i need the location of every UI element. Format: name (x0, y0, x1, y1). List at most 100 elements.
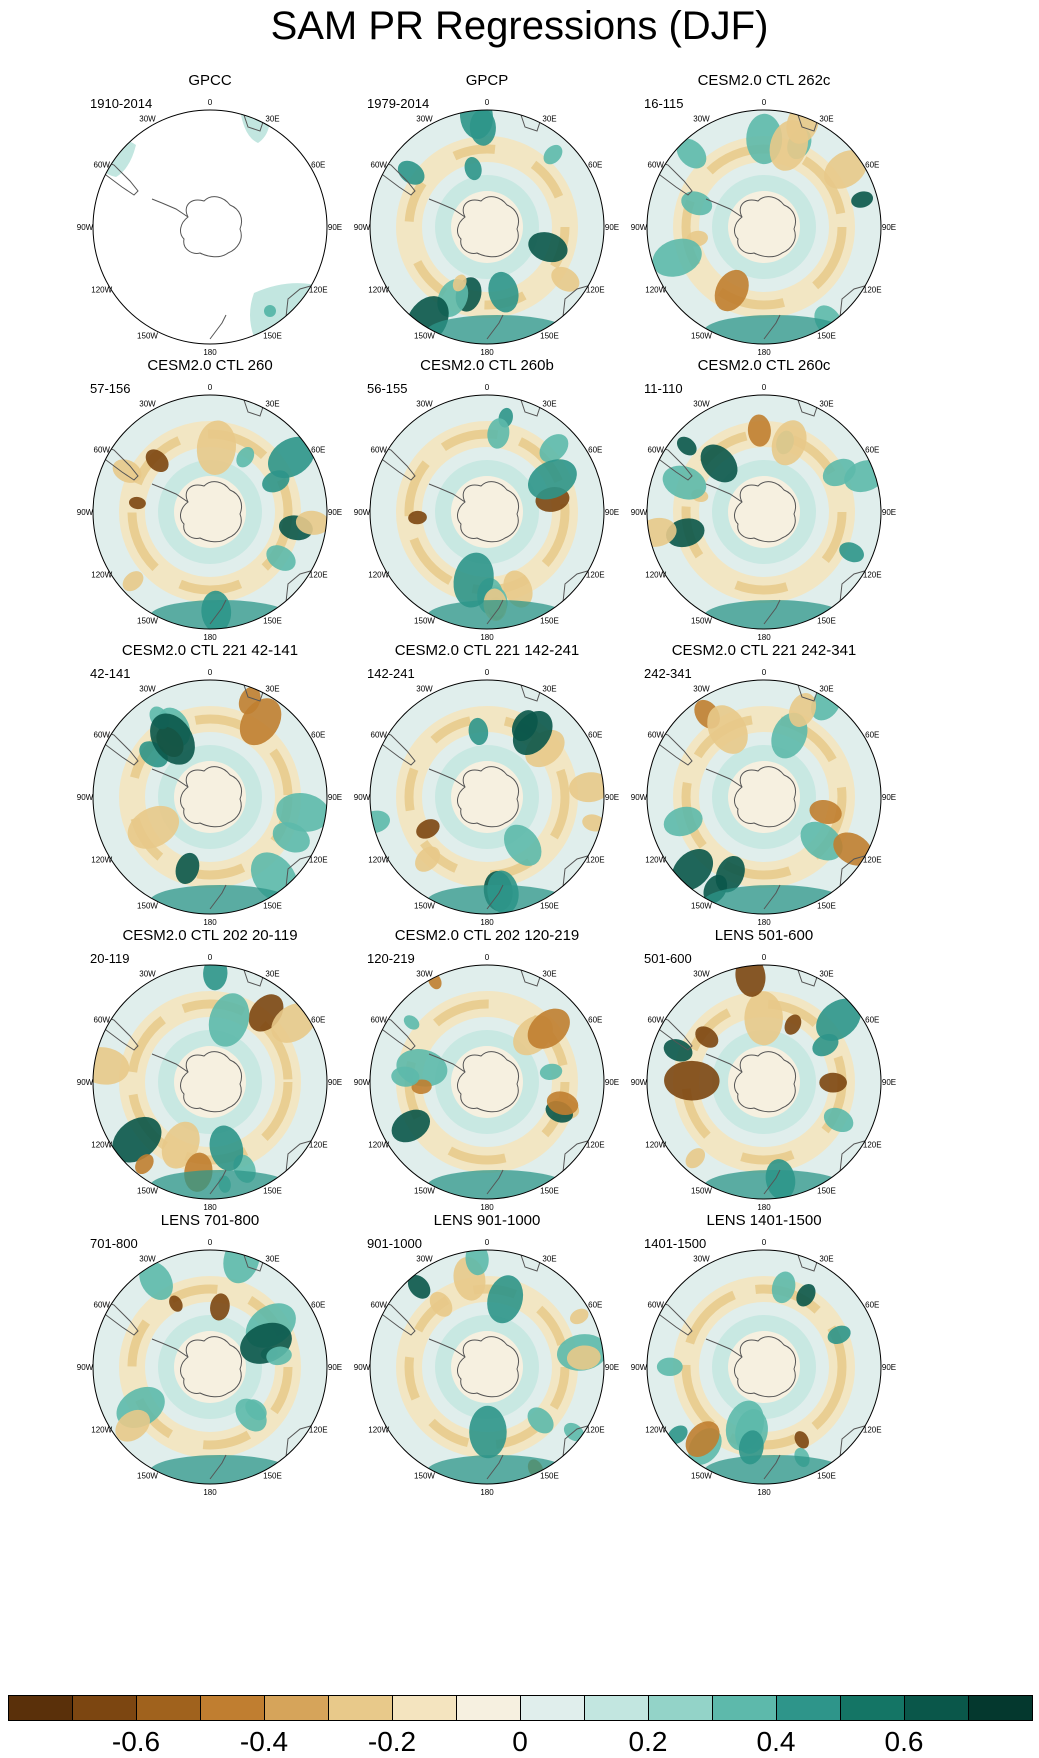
precip-regression-field (647, 1250, 881, 1484)
precip-regression-field (370, 395, 604, 629)
longitude-label: 0 (762, 668, 767, 677)
longitude-label: 150E (540, 616, 559, 625)
longitude-label: 180 (480, 1203, 494, 1212)
longitude-label: 60E (311, 731, 325, 740)
longitude-label: 60W (648, 731, 665, 740)
map-panel: 0 30E 60E 90E 120E 150E 180 150W 120W 90W 60W 30W CE… (614, 357, 914, 667)
longitude-label: 30W (693, 115, 710, 124)
longitude-label: 150W (691, 331, 712, 340)
longitude-label: 60W (371, 731, 388, 740)
longitude-label: 150W (137, 1186, 158, 1195)
longitude-label: 150E (540, 331, 559, 340)
longitude-label: 90W (354, 223, 371, 232)
longitude-label: 150E (817, 616, 836, 625)
panel-title: CESM2.0 CTL 260c (697, 357, 831, 374)
panel-title: GPCC (188, 72, 232, 89)
longitude-label: 30E (542, 685, 556, 694)
longitude-label: 120E (863, 1426, 882, 1435)
precip-regression-field (93, 965, 327, 1199)
period-label: 1979-2014 (367, 96, 430, 111)
longitude-label: 180 (480, 1488, 494, 1497)
longitude-label: 60E (588, 731, 602, 740)
longitude-label: 30E (542, 400, 556, 409)
longitude-label: 180 (480, 633, 494, 642)
longitude-label: 30E (819, 115, 833, 124)
precip-regression-field (370, 110, 604, 344)
longitude-label: 150W (414, 901, 435, 910)
longitude-label: 150W (137, 901, 158, 910)
longitude-label: 0 (485, 668, 490, 677)
longitude-label: 150E (263, 901, 282, 910)
longitude-label: 120W (645, 1141, 666, 1150)
longitude-label: 180 (757, 633, 771, 642)
longitude-label: 150W (137, 616, 158, 625)
colorbar-swatch (456, 1695, 521, 1721)
colorbar: -0.6 -0.4 -0.2 0 0.2 0.4 0.6 (8, 1695, 1033, 1757)
colorbar-tick-label: 0.4 (756, 1726, 796, 1757)
longitude-label: 120W (91, 571, 112, 580)
longitude-label: 150E (817, 1471, 836, 1480)
longitude-label: 60W (648, 446, 665, 455)
longitude-label: 30E (265, 970, 279, 979)
longitude-label: 120E (863, 856, 882, 865)
longitude-label: 120W (368, 286, 389, 295)
longitude-label: 180 (757, 348, 771, 357)
longitude-label: 180 (757, 1203, 771, 1212)
polar-stereographic-map: 0 30E 60E 90E 120E 150E 180 150W 120W 90W 60W 30W (77, 953, 342, 1212)
map-panel: 0 30E 60E 90E 120E 150E 180 150W 120W 90W 60W 30W CE… (337, 357, 637, 667)
longitude-label: 30E (542, 970, 556, 979)
map-panel: 0 30E 60E 90E 120E 150E 180 150W 120W 90W 60W 30W GP… (337, 72, 637, 382)
period-label: 1910-2014 (90, 96, 153, 111)
map-panel: 0 30E 60E 90E 120E 150E 180 150W 120W 90W 60W 30W LE… (337, 1212, 637, 1522)
longitude-label: 30E (265, 115, 279, 124)
longitude-label: 90W (354, 508, 371, 517)
longitude-label: 120W (368, 1426, 389, 1435)
colorbar-swatch (584, 1695, 649, 1721)
longitude-label: 150W (691, 901, 712, 910)
precip-regression-field (647, 965, 881, 1199)
period-label: 16-115 (644, 96, 684, 111)
longitude-label: 90W (631, 223, 648, 232)
longitude-label: 90E (882, 793, 896, 802)
longitude-label: 120E (863, 286, 882, 295)
colorbar-swatch (904, 1695, 969, 1721)
longitude-label: 30E (265, 685, 279, 694)
colorbar-tick-label: 0.6 (884, 1726, 924, 1757)
polar-stereographic-map: 0 30E 60E 90E 120E 150E 180 150W 120W 90W 60W 30W (354, 98, 619, 357)
period-label: 501-600 (644, 951, 692, 966)
longitude-label: 90E (882, 508, 896, 517)
longitude-label: 60E (588, 161, 602, 170)
longitude-label: 150W (414, 1471, 435, 1480)
polar-stereographic-map: 0 30E 60E 90E 120E 150E 180 150W 120W 90W 60W 30W (77, 383, 342, 642)
precip-regression-field (93, 395, 327, 629)
colorbar-swatch (72, 1695, 137, 1721)
longitude-label: 60W (371, 1016, 388, 1025)
longitude-label: 0 (762, 98, 767, 107)
longitude-label: 180 (480, 918, 494, 927)
longitude-label: 90W (631, 508, 648, 517)
polar-stereographic-map: 0 30E 60E 90E 120E 150E 180 150W 120W 90W 60W 30W (631, 1238, 896, 1497)
longitude-label: 30W (139, 1255, 156, 1264)
panel-title: LENS 901-1000 (433, 1212, 541, 1229)
longitude-label: 90E (882, 1363, 896, 1372)
colorbar-swatch (776, 1695, 841, 1721)
map-panel: 0 30E 60E 90E 120E 150E 180 150W 120W 90W 60W 30W LE… (614, 927, 914, 1237)
longitude-label: 120W (91, 1426, 112, 1435)
map-panel: 0 30E 60E 90E 120E 150E 180 150W 120W 90W 60W 30W CE… (337, 642, 637, 952)
longitude-label: 90E (605, 1078, 619, 1087)
colorbar-tick-label: 0.2 (628, 1726, 668, 1757)
longitude-label: 120E (309, 1426, 328, 1435)
longitude-label: 90E (605, 1363, 619, 1372)
polar-stereographic-map: 0 30E 60E 90E 120E 150E 180 150W 120W 90W 60W 30W (631, 953, 896, 1212)
longitude-label: 0 (485, 953, 490, 962)
longitude-label: 60W (648, 1016, 665, 1025)
longitude-label: 30W (416, 400, 433, 409)
panel-title: GPCP (465, 72, 509, 89)
map-panel: 0 30E 60E 90E 120E 150E 180 150W 120W 90W 60W 30W LE… (60, 1212, 360, 1522)
longitude-label: 60W (94, 446, 111, 455)
colorbar-swatch (712, 1695, 777, 1721)
panel-title: CESM2.0 CTL 202 120-219 (394, 927, 580, 944)
precip-regression-field (647, 395, 881, 629)
longitude-label: 120E (586, 1141, 605, 1150)
colorbar-swatch (136, 1695, 201, 1721)
